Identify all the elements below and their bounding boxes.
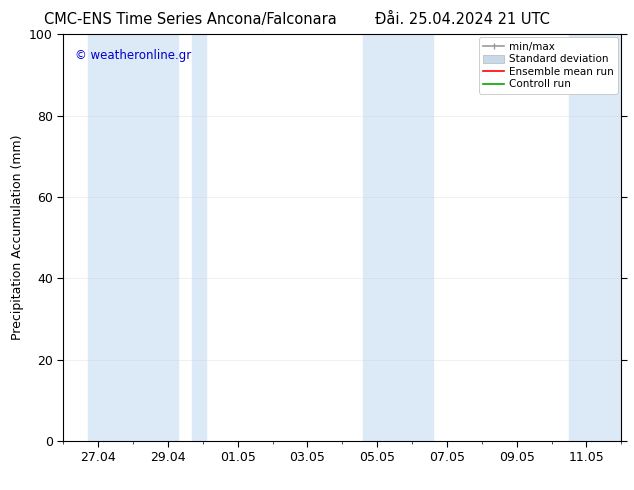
Bar — [87, 34, 179, 441]
Bar — [193, 34, 206, 441]
Legend: min/max, Standard deviation, Ensemble mean run, Controll run: min/max, Standard deviation, Ensemble me… — [479, 37, 618, 94]
Text: CMC-ENS Time Series Ancona/Falconara: CMC-ENS Time Series Ancona/Falconara — [44, 12, 337, 27]
Text: © weatheronline.gr: © weatheronline.gr — [75, 49, 191, 62]
Y-axis label: Precipitation Accumulation (mm): Precipitation Accumulation (mm) — [11, 135, 23, 341]
Text: Đåi. 25.04.2024 21 UTC: Đåi. 25.04.2024 21 UTC — [375, 12, 550, 27]
Bar — [363, 34, 433, 441]
Bar — [569, 34, 625, 441]
